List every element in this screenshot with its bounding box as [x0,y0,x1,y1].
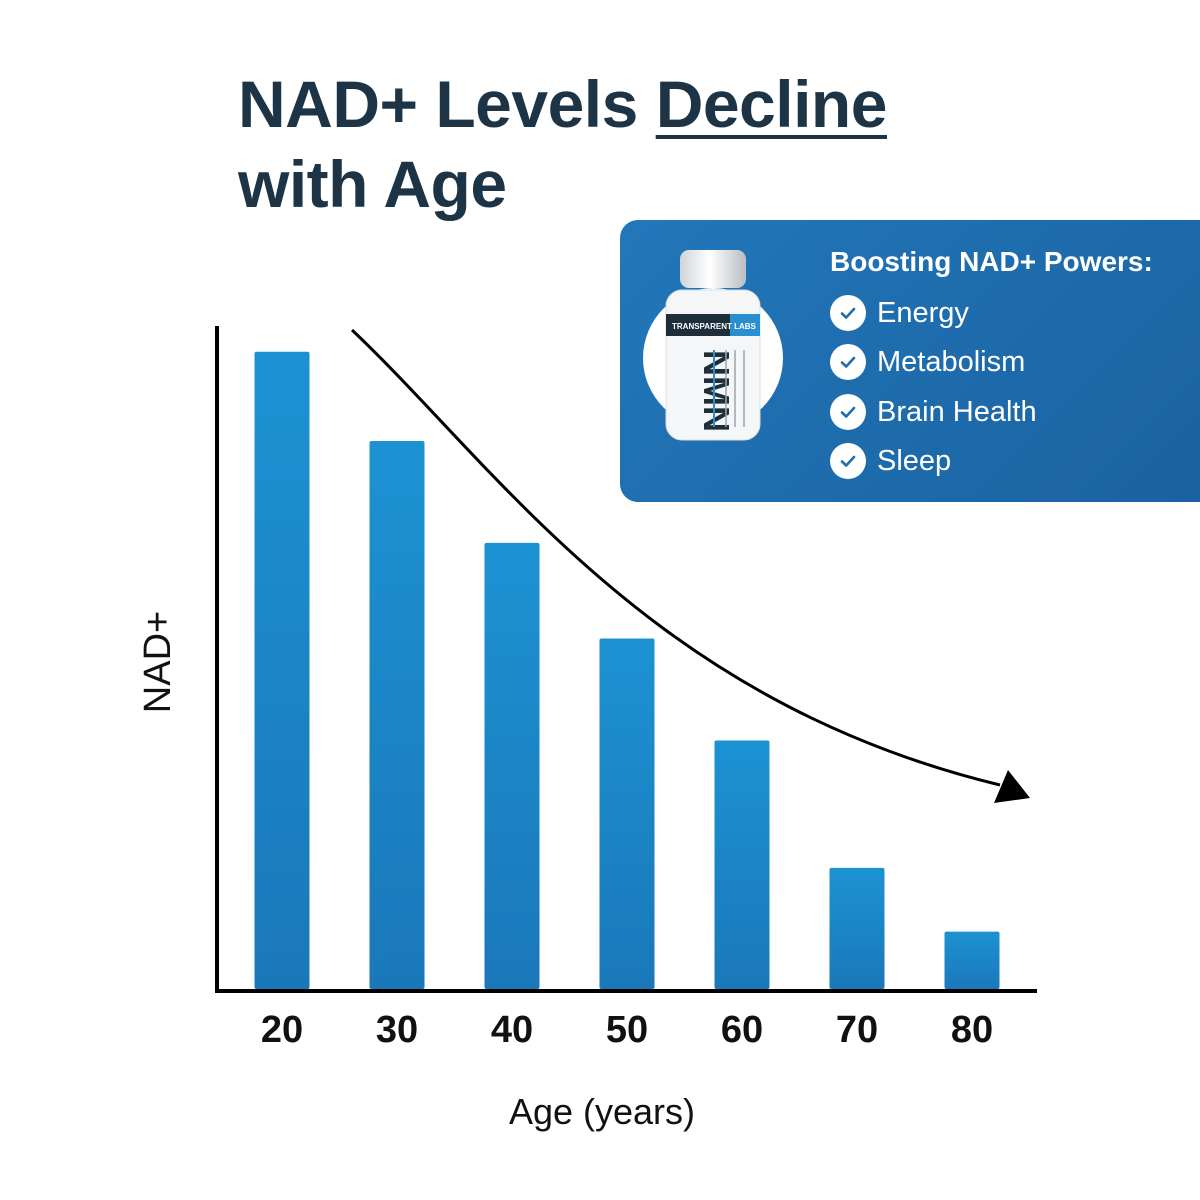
bottle-brand: TRANSPARENT LABS [672,322,757,331]
bottle-product-name: NMN [696,350,737,432]
check-circle-icon [830,344,866,381]
title-line2: with Age [238,147,507,221]
benefit-metabolism: Metabolism [830,338,1153,388]
benefits-title: Boosting NAD+ Powers: [830,246,1153,277]
check-circle-icon [830,443,866,480]
trend-arrow-head [994,770,1030,803]
bars-group [254,351,1000,990]
chart-title: NAD+ Levels Decline with Age [238,64,998,224]
x-tick-70: 70 [836,1009,878,1051]
trend-arrow-curve [350,328,1001,787]
x-axis-label: Age (years) [509,1091,695,1132]
check-circle-icon [830,294,866,331]
bar-age-80 [944,931,1000,989]
benefit-label: Brain Health [877,395,1037,428]
bar-age-50 [599,638,655,989]
benefit-sleep: Sleep [830,437,1153,487]
x-tick-60: 60 [721,1009,763,1051]
x-tick-labels: 20 30 40 50 60 70 80 [261,1009,993,1051]
y-axis-label: NAD+ [137,611,179,713]
x-tick-30: 30 [376,1009,418,1051]
x-tick-40: 40 [491,1009,533,1051]
check-circle-icon [830,393,866,430]
benefit-energy: Energy [830,288,1153,338]
benefit-label: Sleep [877,445,952,478]
bar-age-60 [714,740,770,989]
bar-age-20 [254,351,310,989]
nmn-bottle-icon: TRANSPARENT LABS NMN [643,250,783,441]
bar-age-40 [484,542,540,989]
title-text: NAD+ Levels [238,67,656,141]
x-tick-80: 80 [951,1009,993,1051]
benefits-callout: TRANSPARENT LABS NMN Boosting NAD+ Power… [620,220,1200,502]
benefit-label: Energy [877,296,969,329]
benefit-brain-health: Brain Health [830,387,1153,437]
bar-age-30 [369,440,425,990]
title-accent: Decline [655,67,888,141]
x-tick-20: 20 [261,1009,303,1051]
benefits-list: Boosting NAD+ Powers: Energy Metabolism … [830,244,1153,486]
x-tick-50: 50 [606,1009,648,1051]
bar-age-70 [829,867,885,989]
benefit-label: Metabolism [877,346,1026,379]
